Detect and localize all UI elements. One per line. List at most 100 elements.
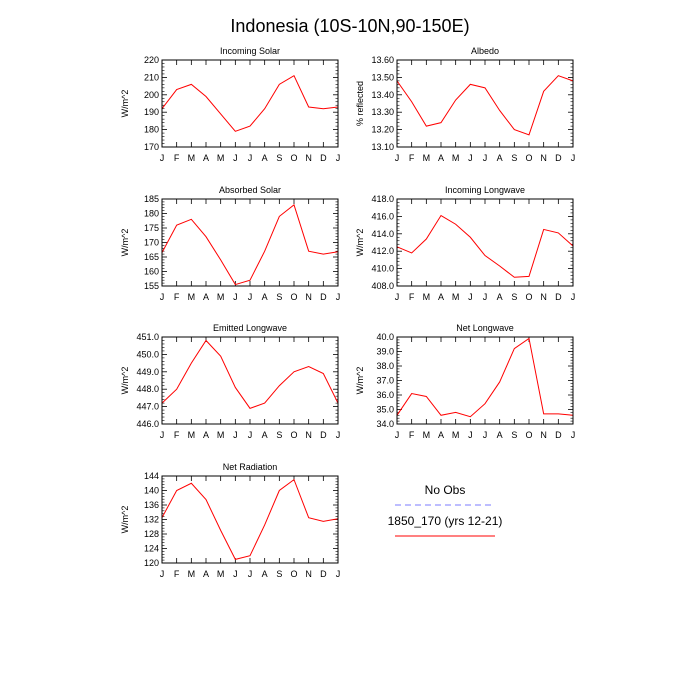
y-axis-label: W/m^2 xyxy=(120,90,130,118)
x-tick-label: J xyxy=(233,569,238,579)
x-tick-label: A xyxy=(203,153,209,163)
y-tick-label: 34.0 xyxy=(376,419,394,429)
x-tick-label: J xyxy=(336,292,341,302)
x-tick-label: N xyxy=(305,430,312,440)
x-tick-label: A xyxy=(262,569,268,579)
y-axis-label: W/m^2 xyxy=(355,367,365,395)
x-tick-label: A xyxy=(497,292,503,302)
y-tick-label: 447.0 xyxy=(136,402,159,412)
x-tick-label: M xyxy=(452,292,460,302)
x-tick-label: J xyxy=(248,292,253,302)
x-tick-label: D xyxy=(320,430,327,440)
x-tick-label: M xyxy=(423,292,431,302)
x-tick-label: J xyxy=(395,430,400,440)
y-tick-label: 450.0 xyxy=(136,349,159,359)
y-tick-label: 128 xyxy=(144,529,159,539)
y-tick-label: 136 xyxy=(144,500,159,510)
x-tick-label: J xyxy=(336,430,341,440)
series-line xyxy=(396,214,574,278)
x-tick-label: J xyxy=(571,153,576,163)
x-tick-label: F xyxy=(174,292,180,302)
x-tick-label: D xyxy=(555,292,562,302)
x-tick-label: J xyxy=(248,430,253,440)
y-tick-label: 210 xyxy=(144,72,159,82)
x-tick-label: S xyxy=(276,430,282,440)
plot-frame xyxy=(161,198,339,287)
series-line xyxy=(396,337,574,418)
x-tick-label: J xyxy=(483,292,488,302)
y-tick-label: 448.0 xyxy=(136,384,159,394)
x-tick-label: S xyxy=(276,153,282,163)
x-tick-label: J xyxy=(571,292,576,302)
y-tick-label: 40.0 xyxy=(376,332,394,342)
x-tick-label: F xyxy=(409,292,415,302)
x-tick-label: A xyxy=(262,153,268,163)
x-tick-label: A xyxy=(438,430,444,440)
figure-title: Indonesia (10S-10N,90-150E) xyxy=(230,16,469,36)
x-tick-label: S xyxy=(276,569,282,579)
plot-frame xyxy=(396,198,574,287)
y-tick-label: 200 xyxy=(144,90,159,100)
x-tick-label: M xyxy=(188,430,196,440)
x-tick-label: D xyxy=(320,153,327,163)
x-tick-label: J xyxy=(160,569,165,579)
y-axis-label: W/m^2 xyxy=(120,506,130,534)
x-tick-label: J xyxy=(571,430,576,440)
x-tick-label: N xyxy=(540,153,547,163)
x-tick-label: J xyxy=(248,153,253,163)
chart-title: Emitted Longwave xyxy=(213,323,287,333)
y-tick-label: 13.30 xyxy=(371,107,394,117)
y-tick-label: 13.60 xyxy=(371,55,394,65)
x-tick-label: N xyxy=(540,430,547,440)
plot-frame xyxy=(161,336,339,425)
x-tick-label: D xyxy=(555,430,562,440)
chart-title: Net Radiation xyxy=(223,462,278,472)
x-tick-label: N xyxy=(540,292,547,302)
x-tick-label: M xyxy=(188,292,196,302)
series-line xyxy=(161,339,339,409)
y-tick-label: 185 xyxy=(144,194,159,204)
x-tick-label: N xyxy=(305,569,312,579)
y-tick-label: 446.0 xyxy=(136,419,159,429)
x-tick-label: A xyxy=(262,430,268,440)
x-tick-label: F xyxy=(409,153,415,163)
x-tick-label: A xyxy=(203,292,209,302)
x-tick-label: M xyxy=(423,430,431,440)
y-tick-label: 35.0 xyxy=(376,405,394,415)
x-tick-label: O xyxy=(290,292,297,302)
y-tick-label: 39.0 xyxy=(376,347,394,357)
x-tick-label: J xyxy=(233,153,238,163)
plot-frame xyxy=(396,59,574,148)
x-tick-label: F xyxy=(174,430,180,440)
y-tick-label: 38.0 xyxy=(376,361,394,371)
x-tick-label: J xyxy=(468,153,473,163)
y-tick-label: 220 xyxy=(144,55,159,65)
x-tick-label: A xyxy=(438,153,444,163)
legend-model-label: 1850_170 (yrs 12-21) xyxy=(388,514,503,528)
x-tick-label: F xyxy=(174,153,180,163)
x-tick-label: J xyxy=(336,569,341,579)
x-tick-label: D xyxy=(320,569,327,579)
x-tick-label: J xyxy=(336,153,341,163)
series-line xyxy=(161,478,339,560)
x-tick-label: J xyxy=(468,292,473,302)
legend-obs-label: No Obs xyxy=(425,483,466,497)
y-tick-label: 170 xyxy=(144,238,159,248)
y-axis-label: W/m^2 xyxy=(120,367,130,395)
y-tick-label: 36.0 xyxy=(376,390,394,400)
x-tick-label: J xyxy=(160,153,165,163)
chart-panel: Incoming Longwave W/m^2 408.0 410.0 412.0 414… xyxy=(355,185,575,302)
x-tick-label: J xyxy=(483,153,488,163)
plot-frame xyxy=(396,336,574,425)
x-tick-label: S xyxy=(511,430,517,440)
y-tick-label: 124 xyxy=(144,544,159,554)
y-tick-label: 165 xyxy=(144,252,159,262)
x-tick-label: M xyxy=(188,153,196,163)
x-tick-label: O xyxy=(290,569,297,579)
x-tick-label: A xyxy=(497,153,503,163)
y-tick-label: 13.10 xyxy=(371,142,394,152)
y-tick-label: 140 xyxy=(144,486,159,496)
chart-title: Incoming Solar xyxy=(220,46,280,56)
y-tick-label: 13.20 xyxy=(371,125,394,135)
